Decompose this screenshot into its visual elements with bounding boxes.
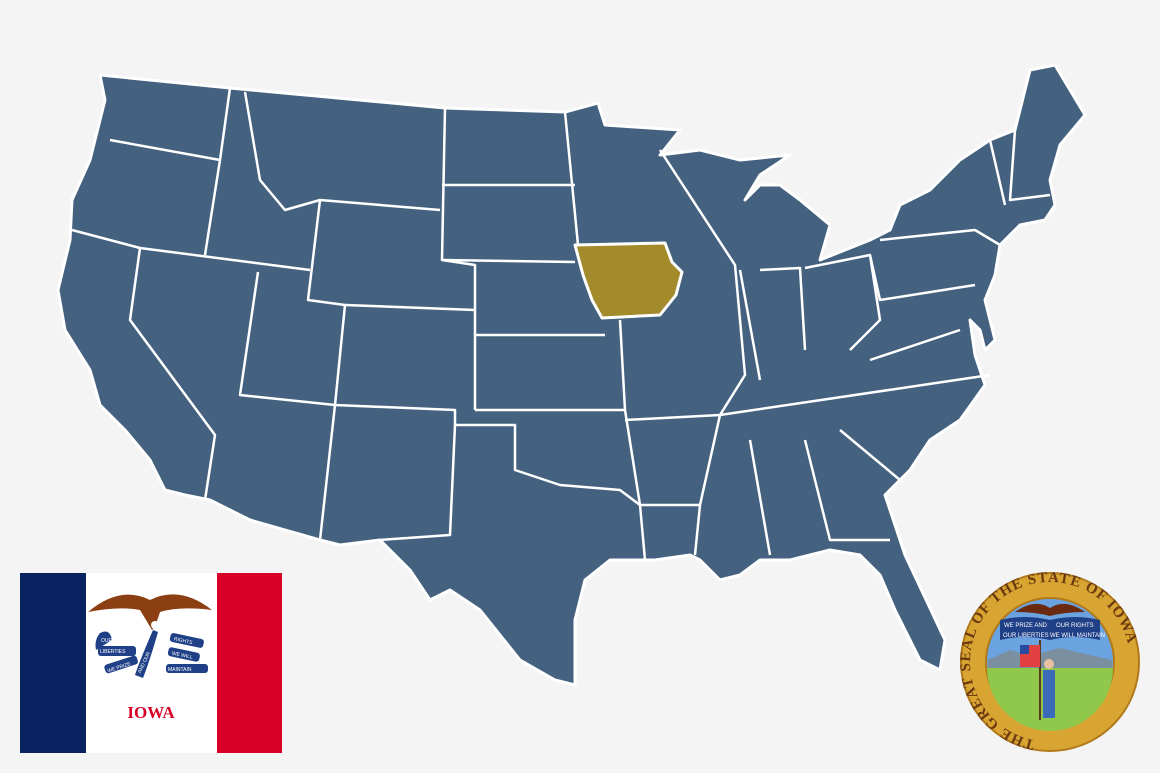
- svg-text:MAINTAIN: MAINTAIN: [168, 667, 192, 673]
- iowa-flag: OUR LIBERTIES WE PRIZE AND OUR RIGHTS WE…: [20, 573, 282, 753]
- iowa-state-seal: WE PRIZE AND OUR RIGHTS OUR LIBERTIES WE…: [958, 570, 1140, 752]
- seal-ribbon-text: WE PRIZE AND OUR RIGHTS OUR LIBERTIES WE…: [1003, 623, 1105, 639]
- svg-text:WE WILL MAINTAIN: WE WILL MAINTAIN: [1050, 633, 1105, 639]
- svg-text:WE WILL: WE WILL: [171, 651, 193, 661]
- svg-text:OUR LIBERTIES: OUR LIBERTIES: [1003, 633, 1049, 639]
- state-borders: [71, 87, 1051, 561]
- svg-text:WE PRIZE AND: WE PRIZE AND: [1004, 623, 1048, 629]
- iowa-state-highlight: [573, 241, 684, 320]
- svg-text:OUR RIGHTS: OUR RIGHTS: [1056, 623, 1094, 629]
- flag-ribbon: [95, 630, 208, 678]
- svg-text:LIBERTIES: LIBERTIES: [100, 649, 126, 655]
- eagle-icon: [88, 594, 212, 630]
- seal-eagle-icon: [1015, 603, 1085, 616]
- soldier-with-flag-icon: [1020, 640, 1055, 720]
- svg-text:OUR: OUR: [101, 638, 113, 644]
- svg-text:RIGHTS: RIGHTS: [173, 636, 193, 646]
- flag-name-text: IOWA: [127, 703, 175, 722]
